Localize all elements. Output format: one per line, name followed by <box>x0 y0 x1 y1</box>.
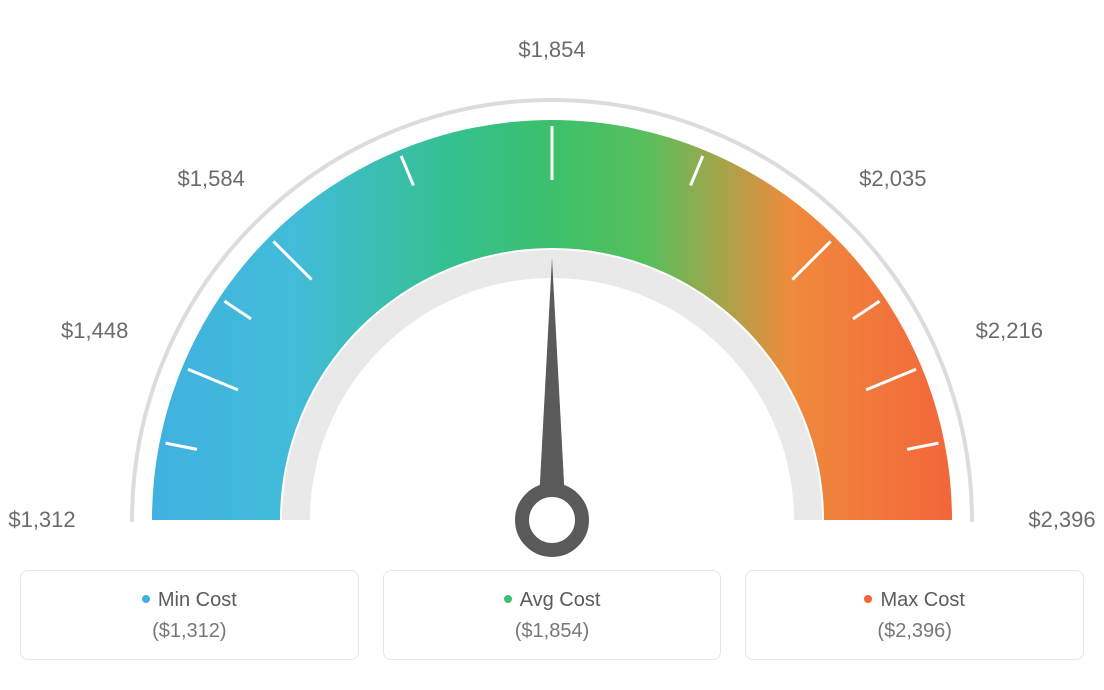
legend-card-min: Min Cost ($1,312) <box>20 570 359 660</box>
gauge-tick-label: $1,448 <box>61 318 128 344</box>
gauge-tick-label: $2,035 <box>859 166 926 192</box>
dot-icon <box>864 595 872 603</box>
gauge-svg <box>20 20 1084 560</box>
legend-value-max: ($2,396) <box>756 620 1073 643</box>
dot-icon <box>142 595 150 603</box>
legend-label: Min Cost <box>158 589 237 611</box>
legend-title-min: Min Cost <box>31 589 348 612</box>
gauge-tick-label: $2,396 <box>1028 507 1095 533</box>
legend-value-min: ($1,312) <box>31 620 348 643</box>
legend-label: Avg Cost <box>520 589 601 611</box>
legend-card-max: Max Cost ($2,396) <box>745 570 1084 660</box>
cost-gauge-chart: $1,312$1,448$1,584$1,854$2,035$2,216$2,3… <box>20 20 1084 560</box>
legend-label: Max Cost <box>880 589 964 611</box>
legend-card-avg: Avg Cost ($1,854) <box>383 570 722 660</box>
gauge-tick-label: $1,312 <box>8 507 75 533</box>
gauge-tick-label: $2,216 <box>976 318 1043 344</box>
gauge-tick-label: $1,584 <box>178 166 245 192</box>
dot-icon <box>504 595 512 603</box>
gauge-tick-label: $1,854 <box>518 37 585 63</box>
legend-title-max: Max Cost <box>756 589 1073 612</box>
legend-row: Min Cost ($1,312) Avg Cost ($1,854) Max … <box>20 570 1084 660</box>
legend-title-avg: Avg Cost <box>394 589 711 612</box>
legend-value-avg: ($1,854) <box>394 620 711 643</box>
